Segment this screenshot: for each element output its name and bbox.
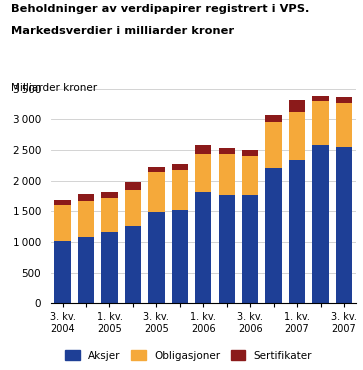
- Bar: [54, 205, 71, 241]
- Text: Markedsverdier i milliarder kroner: Markedsverdier i milliarder kroner: [11, 26, 234, 36]
- Bar: [312, 145, 329, 303]
- Bar: [148, 212, 164, 303]
- Bar: [125, 226, 141, 303]
- Bar: [172, 164, 188, 170]
- Bar: [336, 97, 352, 103]
- Bar: [219, 148, 235, 154]
- Bar: [336, 147, 352, 303]
- Bar: [101, 198, 118, 232]
- Text: Milliarder kroner: Milliarder kroner: [11, 83, 97, 93]
- Bar: [78, 237, 94, 303]
- Bar: [312, 97, 329, 101]
- Bar: [54, 200, 71, 205]
- Bar: [101, 232, 118, 303]
- Bar: [242, 156, 258, 195]
- Bar: [265, 122, 282, 168]
- Bar: [195, 154, 212, 192]
- Bar: [289, 112, 305, 160]
- Bar: [265, 115, 282, 122]
- Bar: [289, 160, 305, 303]
- Text: Beholdninger av verdipapirer registrert i VPS.: Beholdninger av verdipapirer registrert …: [11, 4, 309, 14]
- Bar: [54, 241, 71, 303]
- Bar: [172, 170, 188, 210]
- Bar: [195, 145, 212, 154]
- Bar: [195, 192, 212, 303]
- Legend: Aksjer, Obligasjoner, Sertifikater: Aksjer, Obligasjoner, Sertifikater: [61, 346, 316, 365]
- Bar: [219, 154, 235, 195]
- Bar: [125, 182, 141, 190]
- Bar: [148, 172, 164, 212]
- Bar: [78, 194, 94, 201]
- Bar: [148, 166, 164, 172]
- Bar: [78, 201, 94, 237]
- Bar: [242, 195, 258, 303]
- Bar: [219, 195, 235, 303]
- Bar: [289, 100, 305, 112]
- Bar: [101, 192, 118, 198]
- Bar: [312, 101, 329, 145]
- Bar: [242, 149, 258, 156]
- Bar: [265, 168, 282, 303]
- Bar: [336, 103, 352, 147]
- Bar: [172, 210, 188, 303]
- Bar: [125, 190, 141, 226]
